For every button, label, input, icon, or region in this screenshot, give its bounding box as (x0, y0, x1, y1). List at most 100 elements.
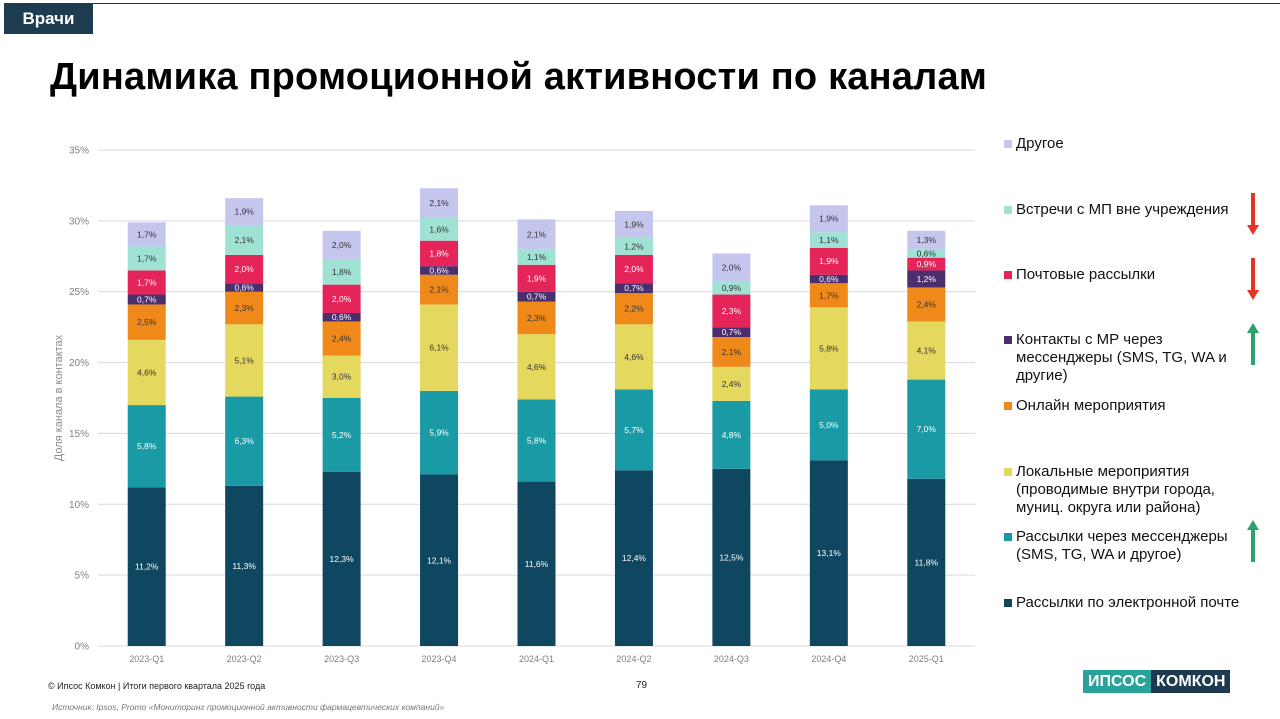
y-tick-label: 35% (69, 146, 89, 157)
bar-segment (809, 389, 848, 461)
stacked-bar-chart: 0% 5% 10% 15% 20% 25% 30% 35% Доля канала в конт… (53, 146, 975, 664)
legend-item: Другое (1004, 135, 1260, 153)
bar-segment (809, 283, 848, 308)
data-label: 11,2% (135, 562, 159, 572)
bar-segment (420, 218, 459, 241)
bar-segment (225, 396, 264, 486)
bar-segment (614, 237, 653, 255)
y-tick-label: 30% (69, 216, 89, 227)
data-label: 2,1% (429, 285, 449, 295)
data-label: 0,7% (527, 292, 547, 302)
arrow-down-icon (1247, 193, 1259, 235)
bar-segment (809, 460, 848, 646)
bar-segment (517, 301, 556, 335)
data-label: 2,3% (722, 306, 742, 316)
data-label: 1,9% (527, 273, 547, 283)
data-label: 1,9% (819, 214, 839, 224)
legend-label: Рассылки по электронной почте (1016, 594, 1240, 611)
bar-segment (712, 337, 751, 367)
bar-segment (517, 481, 556, 646)
bar-segment (420, 304, 459, 391)
bar-segment (712, 327, 751, 338)
data-label: 2,1% (429, 198, 449, 208)
data-label: 0,9% (917, 259, 937, 269)
bar-segment (712, 294, 751, 328)
bar-segment (322, 355, 361, 398)
legend-swatch (1004, 336, 1012, 344)
x-tick-label: 2024-Q3 (714, 654, 749, 664)
bar-segment (127, 304, 166, 340)
legend-label: Онлайн мероприятия (1016, 397, 1166, 414)
x-tick-label: 2023-Q1 (129, 654, 164, 664)
data-label: 11,8% (915, 557, 939, 567)
data-label: 5,9% (429, 428, 449, 438)
bar-segment (420, 390, 459, 475)
data-label: 1,2% (917, 274, 937, 284)
data-label: 12,4% (622, 553, 647, 563)
data-label: 6,1% (429, 343, 449, 353)
data-label: 1,7% (819, 290, 839, 300)
data-label: 0,7% (624, 283, 644, 293)
bar-segment (614, 283, 653, 294)
bar-segment (420, 266, 459, 275)
data-label: 7,0% (917, 424, 937, 434)
y-axis-label: Доля канала в контактах (53, 334, 65, 461)
data-label: 2,0% (624, 264, 644, 274)
data-label: 5,2% (332, 430, 352, 440)
bar-segment (127, 294, 166, 305)
legend-item: Локальные мероприятия (проводимые внутри… (1004, 463, 1244, 517)
data-label: 2,1% (722, 347, 742, 357)
x-tick-label: 2024-Q1 (519, 654, 554, 664)
data-label: 5,8% (527, 436, 547, 446)
data-label: 0,6% (332, 312, 352, 322)
data-label: 2,3% (527, 313, 547, 323)
legend-swatch (1004, 271, 1012, 279)
legend-item: Почтовые рассылки (1004, 266, 1260, 284)
bar-segment (517, 334, 556, 400)
bar-segment (809, 247, 848, 275)
legend-swatch (1004, 206, 1012, 214)
data-label: 2,0% (332, 240, 352, 250)
section-tag: Врачи (4, 3, 93, 34)
data-label: 1,3% (917, 235, 937, 245)
legend-label: Другое (1016, 135, 1064, 152)
data-label: 0,9% (722, 283, 742, 293)
legend-label: Встречи с МП вне учреждения (1016, 201, 1229, 218)
arrow-down-icon (1247, 258, 1259, 300)
arrow-up-icon (1247, 323, 1259, 365)
x-tick-label: 2023-Q4 (422, 654, 457, 664)
page-title: Динамика промоционной активности по кана… (50, 56, 988, 98)
bar-segment (517, 399, 556, 482)
data-label: 4,8% (722, 430, 742, 440)
company-logo: ИПСОС КОМКОН (1083, 670, 1231, 693)
bar-segment (322, 284, 361, 313)
bar-segment (517, 264, 556, 292)
data-label: 1,6% (429, 224, 449, 234)
bar-segment (225, 198, 264, 226)
bar-segment (517, 291, 556, 302)
data-label: 0,7% (722, 327, 742, 337)
data-label: 5,8% (819, 343, 839, 353)
data-label: 6,3% (234, 436, 254, 446)
bar-segment (907, 257, 946, 271)
data-label: 5,1% (234, 355, 254, 365)
page-number: 79 (636, 680, 648, 691)
bar-segment (225, 283, 264, 292)
x-tick-label: 2023-Q3 (324, 654, 359, 664)
data-label: 2,0% (332, 294, 352, 304)
bar-segment (127, 339, 166, 406)
data-label: 1,7% (137, 253, 157, 263)
bar-segment (907, 321, 946, 380)
bar-segment (322, 398, 361, 472)
logo-part-ipsos: ИПСОС (1083, 670, 1152, 693)
bar-segment (322, 230, 361, 260)
bar-segment (809, 307, 848, 390)
top-divider (93, 3, 1280, 4)
y-tick-label: 15% (69, 429, 89, 440)
data-label: 2,1% (234, 235, 254, 245)
bar-segment (712, 366, 751, 401)
data-label: 5,0% (819, 420, 839, 430)
arrow-up-icon (1247, 520, 1259, 562)
bar-segment (907, 478, 946, 646)
bar-segment (809, 205, 848, 233)
